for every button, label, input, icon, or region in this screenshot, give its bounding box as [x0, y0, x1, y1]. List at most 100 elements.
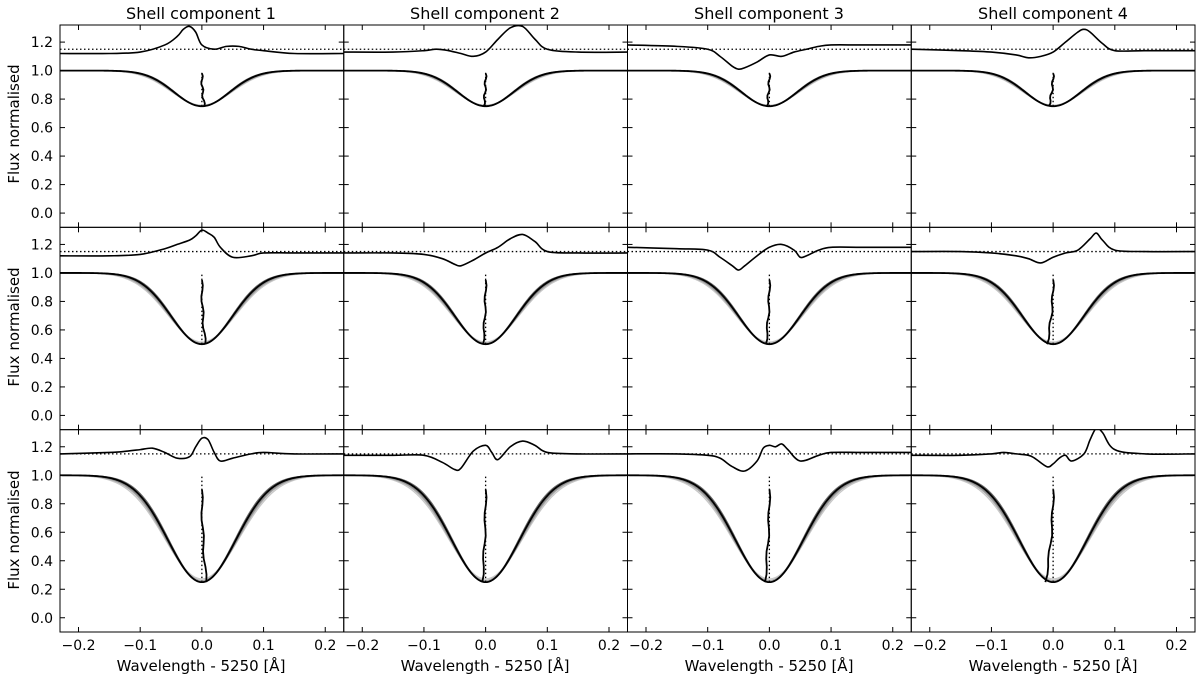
- panel-frame: [59, 226, 345, 431]
- y-tick-label: 0.0: [31, 206, 53, 222]
- x-tick-label: 0.1: [1104, 638, 1126, 654]
- panel-frame: [59, 24, 345, 228]
- panel-row3-col3: −0.2 −0.1 0.0 0.1 0.2: [627, 429, 912, 654]
- y-tick-label: 0.4: [31, 149, 53, 165]
- observed-profile: [60, 69, 344, 108]
- panel-row3-col1: −0.2 −0.1 0.0 0.1 0.2 0.0 0.2 0.4 0.6 0.8 1.0 1.2: [31, 429, 345, 654]
- y-tick-label: 1.2: [31, 237, 53, 253]
- bisector: [1048, 73, 1055, 107]
- bisector: [765, 279, 772, 345]
- x-tick-label: −0.1: [407, 638, 441, 654]
- panel-row1-col3: [627, 24, 912, 228]
- x-tick-label: 0.0: [474, 638, 496, 654]
- residual-curve: [627, 44, 912, 71]
- y-tick-label: 0.4: [31, 351, 53, 367]
- panel-row2-col2: [343, 226, 628, 431]
- y-tick-label: 0.6: [31, 323, 53, 339]
- y-tick-label: 0.2: [31, 582, 53, 598]
- bisector: [1044, 489, 1055, 583]
- x-tick-label: 0.0: [758, 638, 780, 654]
- x-tick-label: 0.1: [252, 638, 274, 654]
- panel-row3-col2: −0.2 −0.1 0.0 0.1 0.2: [343, 429, 628, 654]
- x-tick-label: 0.2: [598, 638, 620, 654]
- x-tick-label: −0.2: [629, 638, 663, 654]
- y-tick-label: 0.8: [31, 497, 53, 513]
- bisector: [764, 489, 772, 583]
- bisector: [482, 279, 488, 345]
- x-tick-label: −0.1: [974, 638, 1008, 654]
- observed-profile: [911, 474, 1195, 584]
- y-tick-label: 0.0: [31, 408, 53, 424]
- column-title-4: Shell component 4: [978, 4, 1128, 23]
- residual-curve: [60, 229, 344, 259]
- residual-curve: [911, 429, 1195, 468]
- y-axis-label-row-1: Flux normalised: [5, 64, 23, 183]
- panel-frame: [343, 226, 628, 431]
- residual-curve: [343, 440, 628, 472]
- panel-row2-col1: 0.0 0.2 0.4 0.6 0.8 1.0 1.2: [31, 226, 345, 431]
- panel-row2-col4: [910, 226, 1196, 431]
- y-axis-label-row-2: Flux normalised: [5, 267, 23, 386]
- model-profile-1: [627, 474, 912, 580]
- panel-frame: [910, 24, 1196, 228]
- x-axis-label-col-2: Wavelength - 5250 [Å]: [401, 656, 570, 675]
- observed-profile: [911, 69, 1195, 108]
- y-tick-label: 0.0: [31, 611, 53, 627]
- y-tick-label: 0.6: [31, 121, 53, 137]
- plot-area: [60, 436, 344, 584]
- residual-curve: [911, 28, 1195, 59]
- x-tick-label: −0.2: [913, 638, 947, 654]
- plot-area: [911, 429, 1195, 584]
- plot-area: [343, 440, 628, 584]
- residual-curve: [343, 25, 628, 58]
- bisector: [766, 73, 772, 107]
- bisector: [200, 489, 208, 583]
- model-profile-1: [60, 474, 344, 580]
- x-tick-label: −0.2: [62, 638, 96, 654]
- panel-frame: [627, 226, 912, 431]
- observed-profile: [627, 474, 912, 584]
- model-profile-1: [911, 474, 1195, 580]
- y-tick-label: 0.6: [31, 525, 53, 541]
- x-axis-label-col-1: Wavelength - 5250 [Å]: [117, 656, 286, 675]
- y-tick-label: 0.8: [31, 92, 53, 108]
- model-profile-1: [343, 474, 628, 580]
- x-tick-label: −0.1: [123, 638, 157, 654]
- x-tick-label: 0.2: [1165, 638, 1187, 654]
- observed-profile: [343, 474, 628, 584]
- x-tick-label: −0.2: [345, 638, 379, 654]
- y-tick-label: 1.0: [31, 468, 53, 484]
- column-title-2: Shell component 2: [410, 4, 560, 23]
- plot-area: [343, 233, 628, 346]
- bisector: [1046, 279, 1055, 345]
- plot-area: [911, 232, 1195, 346]
- bisector: [482, 73, 488, 107]
- x-tick-label: 0.2: [882, 638, 904, 654]
- x-axis-label-col-4: Wavelength - 5250 [Å]: [969, 656, 1138, 675]
- residual-curve: [627, 243, 912, 271]
- residual-curve: [60, 25, 344, 55]
- x-tick-label: 0.1: [820, 638, 842, 654]
- panel-row1-col4: [910, 24, 1196, 228]
- panel-row3-col4: −0.2 −0.1 0.0 0.1 0.2: [910, 429, 1196, 654]
- panel-row2-col3: [627, 226, 912, 431]
- x-tick-label: 0.2: [314, 638, 336, 654]
- residual-curve: [627, 443, 912, 472]
- observed-profile: [627, 69, 912, 108]
- bisector: [200, 73, 206, 107]
- x-tick-label: 0.0: [191, 638, 213, 654]
- plot-area: [60, 229, 344, 346]
- panel-frame: [910, 429, 1196, 633]
- observed-profile: [60, 474, 344, 584]
- plot-area: [911, 28, 1195, 108]
- plot-area: [343, 25, 628, 108]
- panel-row1-col2: [343, 24, 628, 228]
- y-tick-label: 1.2: [31, 35, 53, 51]
- y-tick-label: 1.0: [31, 64, 53, 80]
- panel-row1-col1: 0.0 0.2 0.4 0.6 0.8 1.0 1.2: [31, 24, 345, 228]
- y-tick-label: 1.0: [31, 266, 53, 282]
- plot-area: [60, 25, 344, 108]
- x-axis-label-col-3: Wavelength - 5250 [Å]: [685, 656, 854, 675]
- y-axis-label-row-3: Flux normalised: [5, 470, 23, 589]
